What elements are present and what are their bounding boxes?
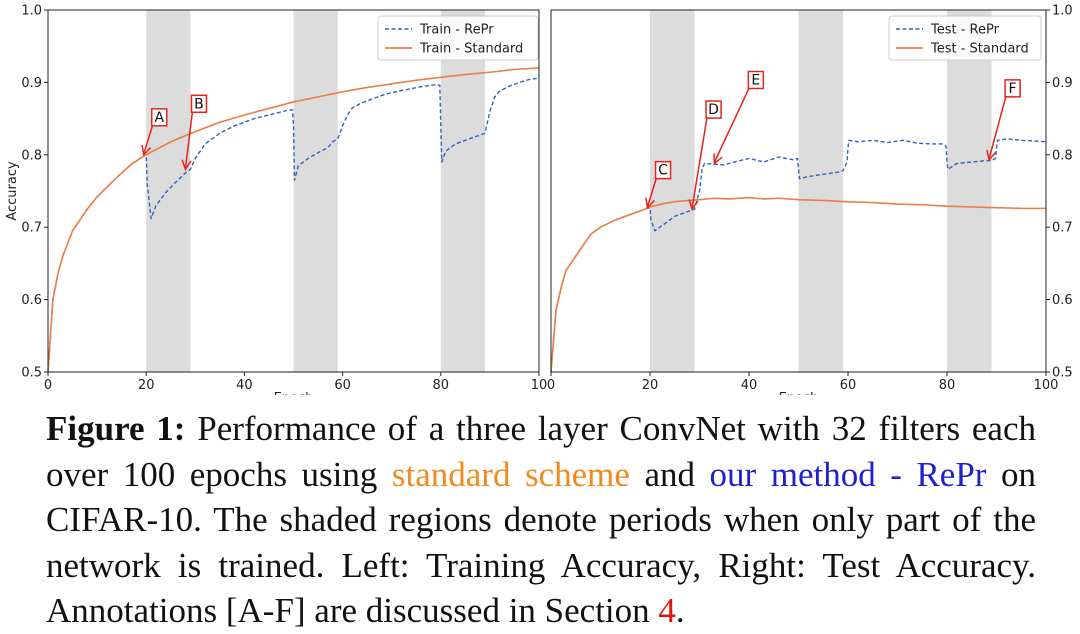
annotation-d: D — [688, 100, 722, 211]
figure-caption: Figure 1: Performance of a three layer C… — [46, 406, 1036, 634]
annotation-arrowhead — [688, 199, 699, 211]
annotation-box — [1004, 79, 1021, 98]
annotation-label: B — [194, 96, 204, 112]
annotation-arrowhead — [713, 153, 723, 166]
y-tick-label: 0.5 — [21, 366, 42, 381]
caption-our-method: our method - RePr — [709, 454, 987, 494]
annotation-box — [747, 70, 765, 90]
caption-section-link[interactable]: 4 — [658, 591, 676, 630]
annotation-label: C — [658, 163, 668, 179]
shaded-region — [650, 10, 695, 372]
annotation-box — [654, 160, 672, 180]
caption-standard-scheme: standard scheme — [391, 454, 630, 494]
shaded-region — [146, 10, 191, 372]
caption-text-2: and — [629, 454, 710, 494]
annotation-box — [190, 94, 208, 114]
annotation-box — [150, 108, 168, 127]
shaded-region — [798, 10, 844, 372]
annotation-label: A — [154, 110, 164, 126]
legend: Test - RePr Test - Standard — [888, 15, 1042, 61]
x-tick-label: 40 — [236, 378, 253, 393]
annotation-arrow — [713, 87, 751, 163]
annotation-a: A — [141, 108, 168, 157]
y-axis-label: Accuracy — [5, 161, 20, 221]
legend-entry: Test - Standard — [930, 42, 1029, 57]
annotation-arrow — [691, 116, 708, 209]
annotation-label: E — [751, 72, 760, 88]
chart-panel-train: 0 20 40 60 80 10 0.5 0.6 0.7 0.8 0.9 1.0 Epoch Accura… — [5, 4, 547, 396]
legend-box — [888, 15, 1042, 61]
annotation-arrow — [143, 124, 154, 155]
annotation-b: B — [181, 94, 208, 171]
figure-label: Figure 1: — [46, 409, 186, 448]
shaded-region — [293, 10, 338, 372]
x-axis-label: Epoch — [274, 391, 314, 395]
annotation-arrowhead — [986, 149, 997, 162]
x-tick-label: 0 — [547, 378, 555, 393]
x-tick-label: 0 — [44, 378, 52, 393]
annotation-arrow — [988, 95, 1007, 160]
y-tick-label: 1.0 — [21, 4, 42, 19]
x-tick-label: 100 — [1034, 378, 1059, 393]
x-tick-label: 20 — [138, 378, 155, 393]
x-tick-label: 60 — [840, 378, 857, 393]
caption-text-4: . — [675, 591, 685, 630]
annotation-c: C — [645, 160, 672, 210]
plot-frame — [47, 9, 540, 373]
y-tick-label: 0.8 — [21, 148, 42, 163]
y-tick-label: 0.8 — [1052, 148, 1073, 163]
annotation-arrow — [184, 111, 194, 169]
y-tick-label: 1.0 — [1052, 4, 1073, 19]
annotation-arrowhead — [141, 144, 152, 157]
x-axis-label: Epoch — [779, 391, 819, 395]
legend-entry: Train - Standard — [419, 42, 523, 57]
annotation-arrow — [646, 177, 658, 207]
y-tick-label: 0.7 — [1052, 221, 1073, 236]
y-tick-label: 0.9 — [1052, 76, 1073, 91]
plot-frame — [550, 9, 1047, 373]
legend-entry: Train - RePr — [419, 23, 494, 38]
series-line-standard — [47, 67, 540, 373]
x-tick-label: 10 — [531, 378, 548, 393]
y-tick-label: 0.6 — [1052, 293, 1073, 308]
caption-text-3: on CIFAR-10. The shaded regions denote p… — [46, 454, 1036, 631]
y-tick-label: 0.5 — [1052, 366, 1073, 381]
annotation-e: E — [713, 70, 765, 166]
annotation-arrowhead — [645, 197, 655, 210]
caption-text-1: Performance of a three layer ConvNet wit… — [46, 409, 1036, 494]
x-tick-label: 20 — [642, 378, 659, 393]
x-tick-label: 80 — [939, 378, 956, 393]
legend-entry: Test - RePr — [930, 23, 1000, 38]
figure-charts: 0 20 40 60 80 10 0.5 0.6 0.7 0.8 0.9 1.0 Epoch Accura… — [5, 4, 1073, 396]
annotation-box — [705, 100, 722, 119]
legend: Train - RePr Train - Standard — [377, 15, 539, 61]
y-tick-label: 0.6 — [21, 293, 42, 308]
annotation-f: F — [986, 79, 1021, 162]
annotation-arrowhead — [181, 159, 192, 171]
annotation-label: D — [708, 102, 719, 118]
annotation-label: F — [1009, 81, 1017, 97]
series-line-standard — [550, 196, 1046, 373]
legend-box — [377, 15, 539, 61]
x-tick-label: 60 — [334, 378, 351, 393]
shaded-region — [440, 10, 485, 372]
x-tick-label: 40 — [741, 378, 758, 393]
shaded-region — [947, 10, 992, 372]
y-tick-label: 0.9 — [21, 76, 42, 91]
x-tick-label: 80 — [433, 378, 450, 393]
y-tick-label: 0.7 — [21, 221, 42, 236]
